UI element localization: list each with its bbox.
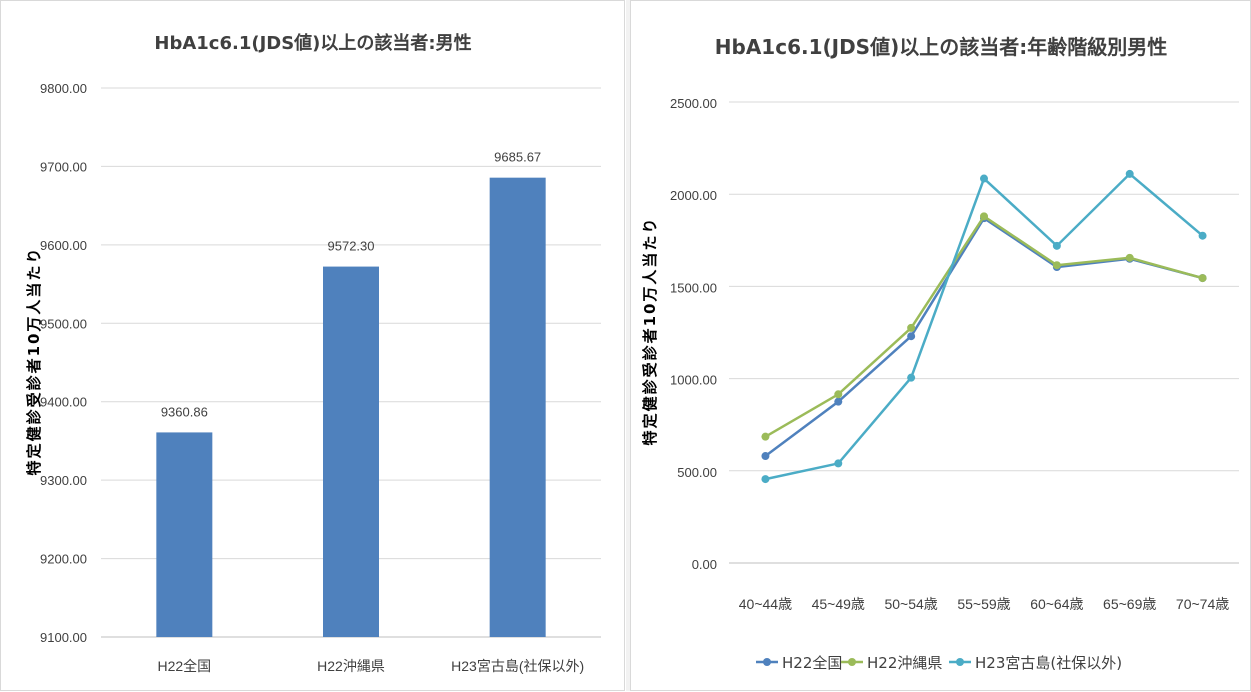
bar-data-label: 9360.86 — [161, 404, 208, 419]
bar-data-label: 9685.67 — [494, 150, 541, 165]
line-category-label: 55~59歳 — [957, 596, 1010, 612]
series-line — [764, 216, 1203, 458]
data-point — [1052, 241, 1061, 250]
data-point — [834, 459, 843, 468]
line-category-label: 40~44歳 — [739, 596, 792, 612]
line-chart: HbA1c6.1(JDS値)以上の該当者:年齢階級別男性 特定健診受診者10万人… — [641, 35, 1239, 672]
bar-category-label: H23宮古島(社保以外) — [451, 658, 584, 674]
line-category-label: 60~64歳 — [1030, 596, 1083, 612]
panel-divider — [626, 0, 630, 691]
line-y-tick-label: 2000.00 — [670, 188, 717, 203]
bar-y-tick-label: 9200.00 — [40, 552, 87, 567]
bar-chart-panel: HbA1c6.1(JDS値)以上の該当者:男性 特定健診受診者10万人当たり 9… — [0, 0, 625, 691]
legend-swatch-marker — [763, 658, 771, 666]
data-point — [907, 373, 916, 382]
bar — [489, 177, 546, 637]
data-point — [907, 332, 916, 341]
line-series-0 — [761, 214, 1207, 461]
bar-chart-y-axis-label: 特定健診受診者10万人当たり — [25, 247, 43, 476]
line-category-label: 70~74歳 — [1176, 596, 1229, 612]
bar-chart-title: HbA1c6.1(JDS値)以上の該当者:男性 — [154, 32, 471, 54]
legend-swatch-marker — [956, 658, 964, 666]
bar — [156, 432, 213, 637]
bar-data-label: 9572.30 — [328, 239, 375, 254]
bar-y-tick-label: 9700.00 — [40, 159, 87, 174]
legend-label: H22全国 — [782, 654, 842, 672]
legend-label: H23宮古島(社保以外) — [975, 654, 1122, 672]
bar-y-tick-label: 9400.00 — [40, 395, 87, 410]
data-point — [761, 432, 770, 441]
data-point — [980, 212, 988, 221]
line-y-tick-label: 0.00 — [692, 557, 717, 572]
line-series-1 — [761, 212, 1207, 441]
data-point — [980, 174, 988, 183]
line-series-2 — [761, 169, 1207, 484]
data-point — [761, 475, 770, 484]
bar-category-label: H22全国 — [157, 658, 211, 674]
line-chart-title: HbA1c6.1(JDS値)以上の該当者:年齢階級別男性 — [715, 35, 1167, 59]
bar-y-tick-label: 9500.00 — [40, 316, 87, 331]
bar-y-tick-label: 9100.00 — [40, 630, 87, 645]
data-point — [834, 397, 843, 406]
legend-swatch-marker — [848, 658, 856, 666]
line-category-label: 45~49歳 — [812, 596, 865, 612]
legend-item: H22沖縄県 — [841, 654, 942, 672]
bar — [323, 266, 379, 637]
legend-item: H22全国 — [756, 654, 842, 672]
data-point — [907, 323, 916, 332]
data-point — [1198, 231, 1207, 240]
data-point — [1125, 253, 1134, 262]
line-category-label: 65~69歳 — [1103, 596, 1156, 612]
line-chart-panel: HbA1c6.1(JDS値)以上の該当者:年齢階級別男性 特定健診受診者10万人… — [630, 0, 1251, 691]
bar-chart: HbA1c6.1(JDS値)以上の該当者:男性 特定健診受診者10万人当たり 9… — [25, 32, 601, 674]
bar-y-tick-label: 9600.00 — [40, 238, 87, 253]
line-y-tick-label: 500.00 — [677, 465, 717, 480]
line-y-tick-label: 1000.00 — [670, 373, 717, 388]
data-point — [761, 452, 770, 461]
line-category-label: 50~54歳 — [884, 596, 937, 612]
series-line — [764, 214, 1203, 438]
line-y-tick-label: 1500.00 — [670, 280, 717, 295]
legend-label: H22沖縄県 — [867, 654, 942, 672]
bar-category-label: H22沖縄県 — [317, 658, 385, 674]
legend-item: H23宮古島(社保以外) — [949, 654, 1122, 672]
bar-y-tick-label: 9800.00 — [40, 81, 87, 96]
data-point — [1125, 169, 1134, 178]
line-chart-y-axis-label: 特定健診受診者10万人当たり — [641, 217, 659, 446]
data-point — [1052, 261, 1061, 270]
data-point — [1198, 274, 1207, 283]
bar-y-tick-label: 9300.00 — [40, 473, 87, 488]
line-y-tick-label: 2500.00 — [670, 96, 717, 111]
data-point — [834, 390, 843, 399]
